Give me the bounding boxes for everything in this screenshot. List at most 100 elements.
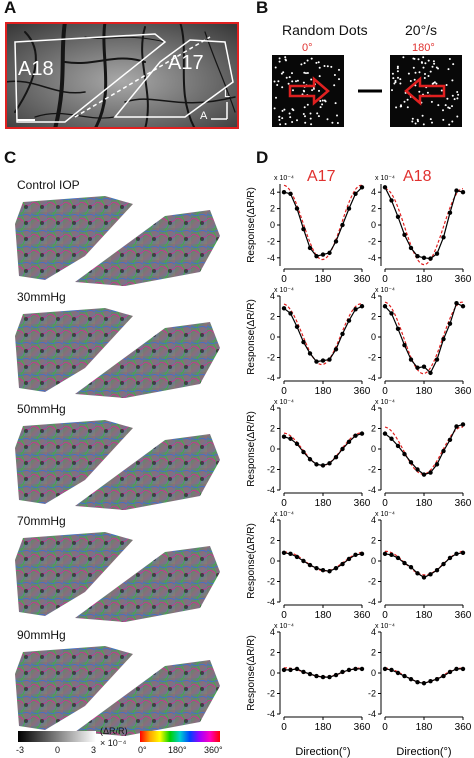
- data-point: [320, 568, 326, 573]
- data-point: [294, 206, 300, 211]
- stimulus-dot: [321, 99, 324, 102]
- stimulus-dot: [456, 115, 459, 118]
- x-tick-label: 180: [416, 274, 433, 285]
- data-point: [454, 551, 459, 557]
- y-tick-label: 4: [371, 291, 376, 301]
- y-tick-label: -4: [267, 709, 275, 719]
- data-point: [327, 674, 332, 680]
- data-line: [384, 302, 464, 374]
- y-tick-label: 2: [371, 424, 376, 434]
- x-tick-label: 360: [455, 498, 472, 509]
- data-point: [454, 424, 459, 429]
- stimulus-dot: [451, 120, 454, 123]
- x-tick-label: 0: [382, 498, 388, 509]
- data-point: [441, 235, 446, 240]
- data-point: [408, 564, 414, 570]
- cortex-image: [5, 22, 239, 129]
- stimulus-dot: [409, 80, 412, 82]
- y-axis-label: Response(ΔR/R): [246, 299, 257, 375]
- y-tick-label: -2: [267, 353, 275, 363]
- y-tick-label: 4: [371, 187, 376, 197]
- stimulus-dot: [427, 59, 430, 62]
- a18-outline: [14, 33, 167, 123]
- data-point: [408, 357, 414, 362]
- y-tick-label: 0: [371, 556, 376, 566]
- data-point: [346, 556, 352, 562]
- data-point: [428, 470, 433, 475]
- stimulus-dot: [282, 71, 285, 74]
- x-tick-label: 180: [416, 386, 433, 397]
- data-point: [353, 433, 358, 438]
- data-point: [454, 300, 459, 306]
- stimulus-dot: [291, 72, 293, 75]
- stimulus-dot: [291, 121, 294, 123]
- stimulus-dot: [391, 72, 394, 75]
- fit-curve: [283, 551, 363, 572]
- x-tick-label: 0: [281, 498, 287, 509]
- stimulus-dot: [309, 112, 312, 115]
- data-point: [340, 669, 345, 675]
- data-line: [283, 186, 363, 257]
- stimulus-dot: [323, 65, 326, 67]
- stimulus-dot: [396, 65, 399, 68]
- stimulus-dot: [437, 67, 439, 70]
- stimulus-dot: [306, 72, 309, 74]
- y-tick-label: 4: [270, 515, 275, 525]
- stimulus-dot: [406, 106, 409, 109]
- stimulus-dot: [451, 94, 454, 97]
- gray-colorbar-scale: × 10⁻⁴: [100, 738, 127, 748]
- condition-label-2: 50mmHg: [17, 402, 66, 416]
- data-point: [340, 446, 345, 452]
- stimulus-dot: [413, 57, 416, 60]
- stimulus-dot: [304, 121, 307, 124]
- fit-curve: [283, 432, 363, 467]
- stimulus-dot: [444, 104, 447, 107]
- stimulus-dot: [281, 109, 284, 112]
- x-tick-label: 0: [281, 274, 287, 285]
- data-point: [415, 680, 420, 685]
- stimulus-dot: [317, 115, 320, 118]
- stimulus-dot: [411, 117, 414, 120]
- stimulus-dot: [338, 68, 340, 71]
- stimulus-dot: [456, 91, 459, 93]
- data-point: [434, 251, 440, 256]
- data-point: [314, 565, 319, 571]
- y-tick-label: -2: [368, 353, 376, 363]
- y-tick-label: -4: [368, 597, 376, 607]
- y-tick-label: -4: [368, 253, 376, 263]
- data-point: [421, 681, 427, 686]
- data-point: [327, 461, 332, 466]
- stimulus-dot: [399, 82, 402, 85]
- x-tick-label: 0: [382, 722, 388, 733]
- data-point: [395, 555, 401, 561]
- y-tick-label: 2: [371, 648, 376, 658]
- data-point: [441, 673, 446, 679]
- stimulus-dot: [291, 108, 294, 111]
- stimulus-dot: [451, 79, 454, 82]
- data-point: [389, 311, 394, 316]
- data-point: [421, 575, 427, 580]
- stimulus-dot: [417, 58, 420, 61]
- data-point: [327, 250, 332, 256]
- data-point: [281, 434, 287, 439]
- y-scale-label: x 10⁻⁴: [274, 399, 294, 406]
- y-tick-label: -4: [368, 709, 376, 719]
- stimulus-dot: [280, 72, 283, 75]
- stimulus-dot: [303, 62, 306, 65]
- stimulus-dot: [427, 75, 430, 77]
- orientation-map-3: [15, 532, 220, 622]
- y-tick-label: 2: [371, 536, 376, 546]
- y-tick-label: -2: [267, 577, 275, 587]
- condition-label-4: 90mmHg: [17, 628, 66, 642]
- fit-curve: [283, 184, 362, 261]
- data-point: [408, 245, 414, 251]
- data-point: [408, 676, 414, 682]
- y-scale-label: x 10⁻⁴: [375, 287, 395, 294]
- data-point: [447, 555, 453, 561]
- orientation-map-2: [15, 420, 220, 510]
- stimulus-display: [272, 55, 462, 127]
- data-point: [307, 457, 313, 462]
- data-point: [415, 253, 420, 259]
- stimulus-dot: [437, 104, 440, 107]
- column-title-a17: A17: [307, 168, 336, 185]
